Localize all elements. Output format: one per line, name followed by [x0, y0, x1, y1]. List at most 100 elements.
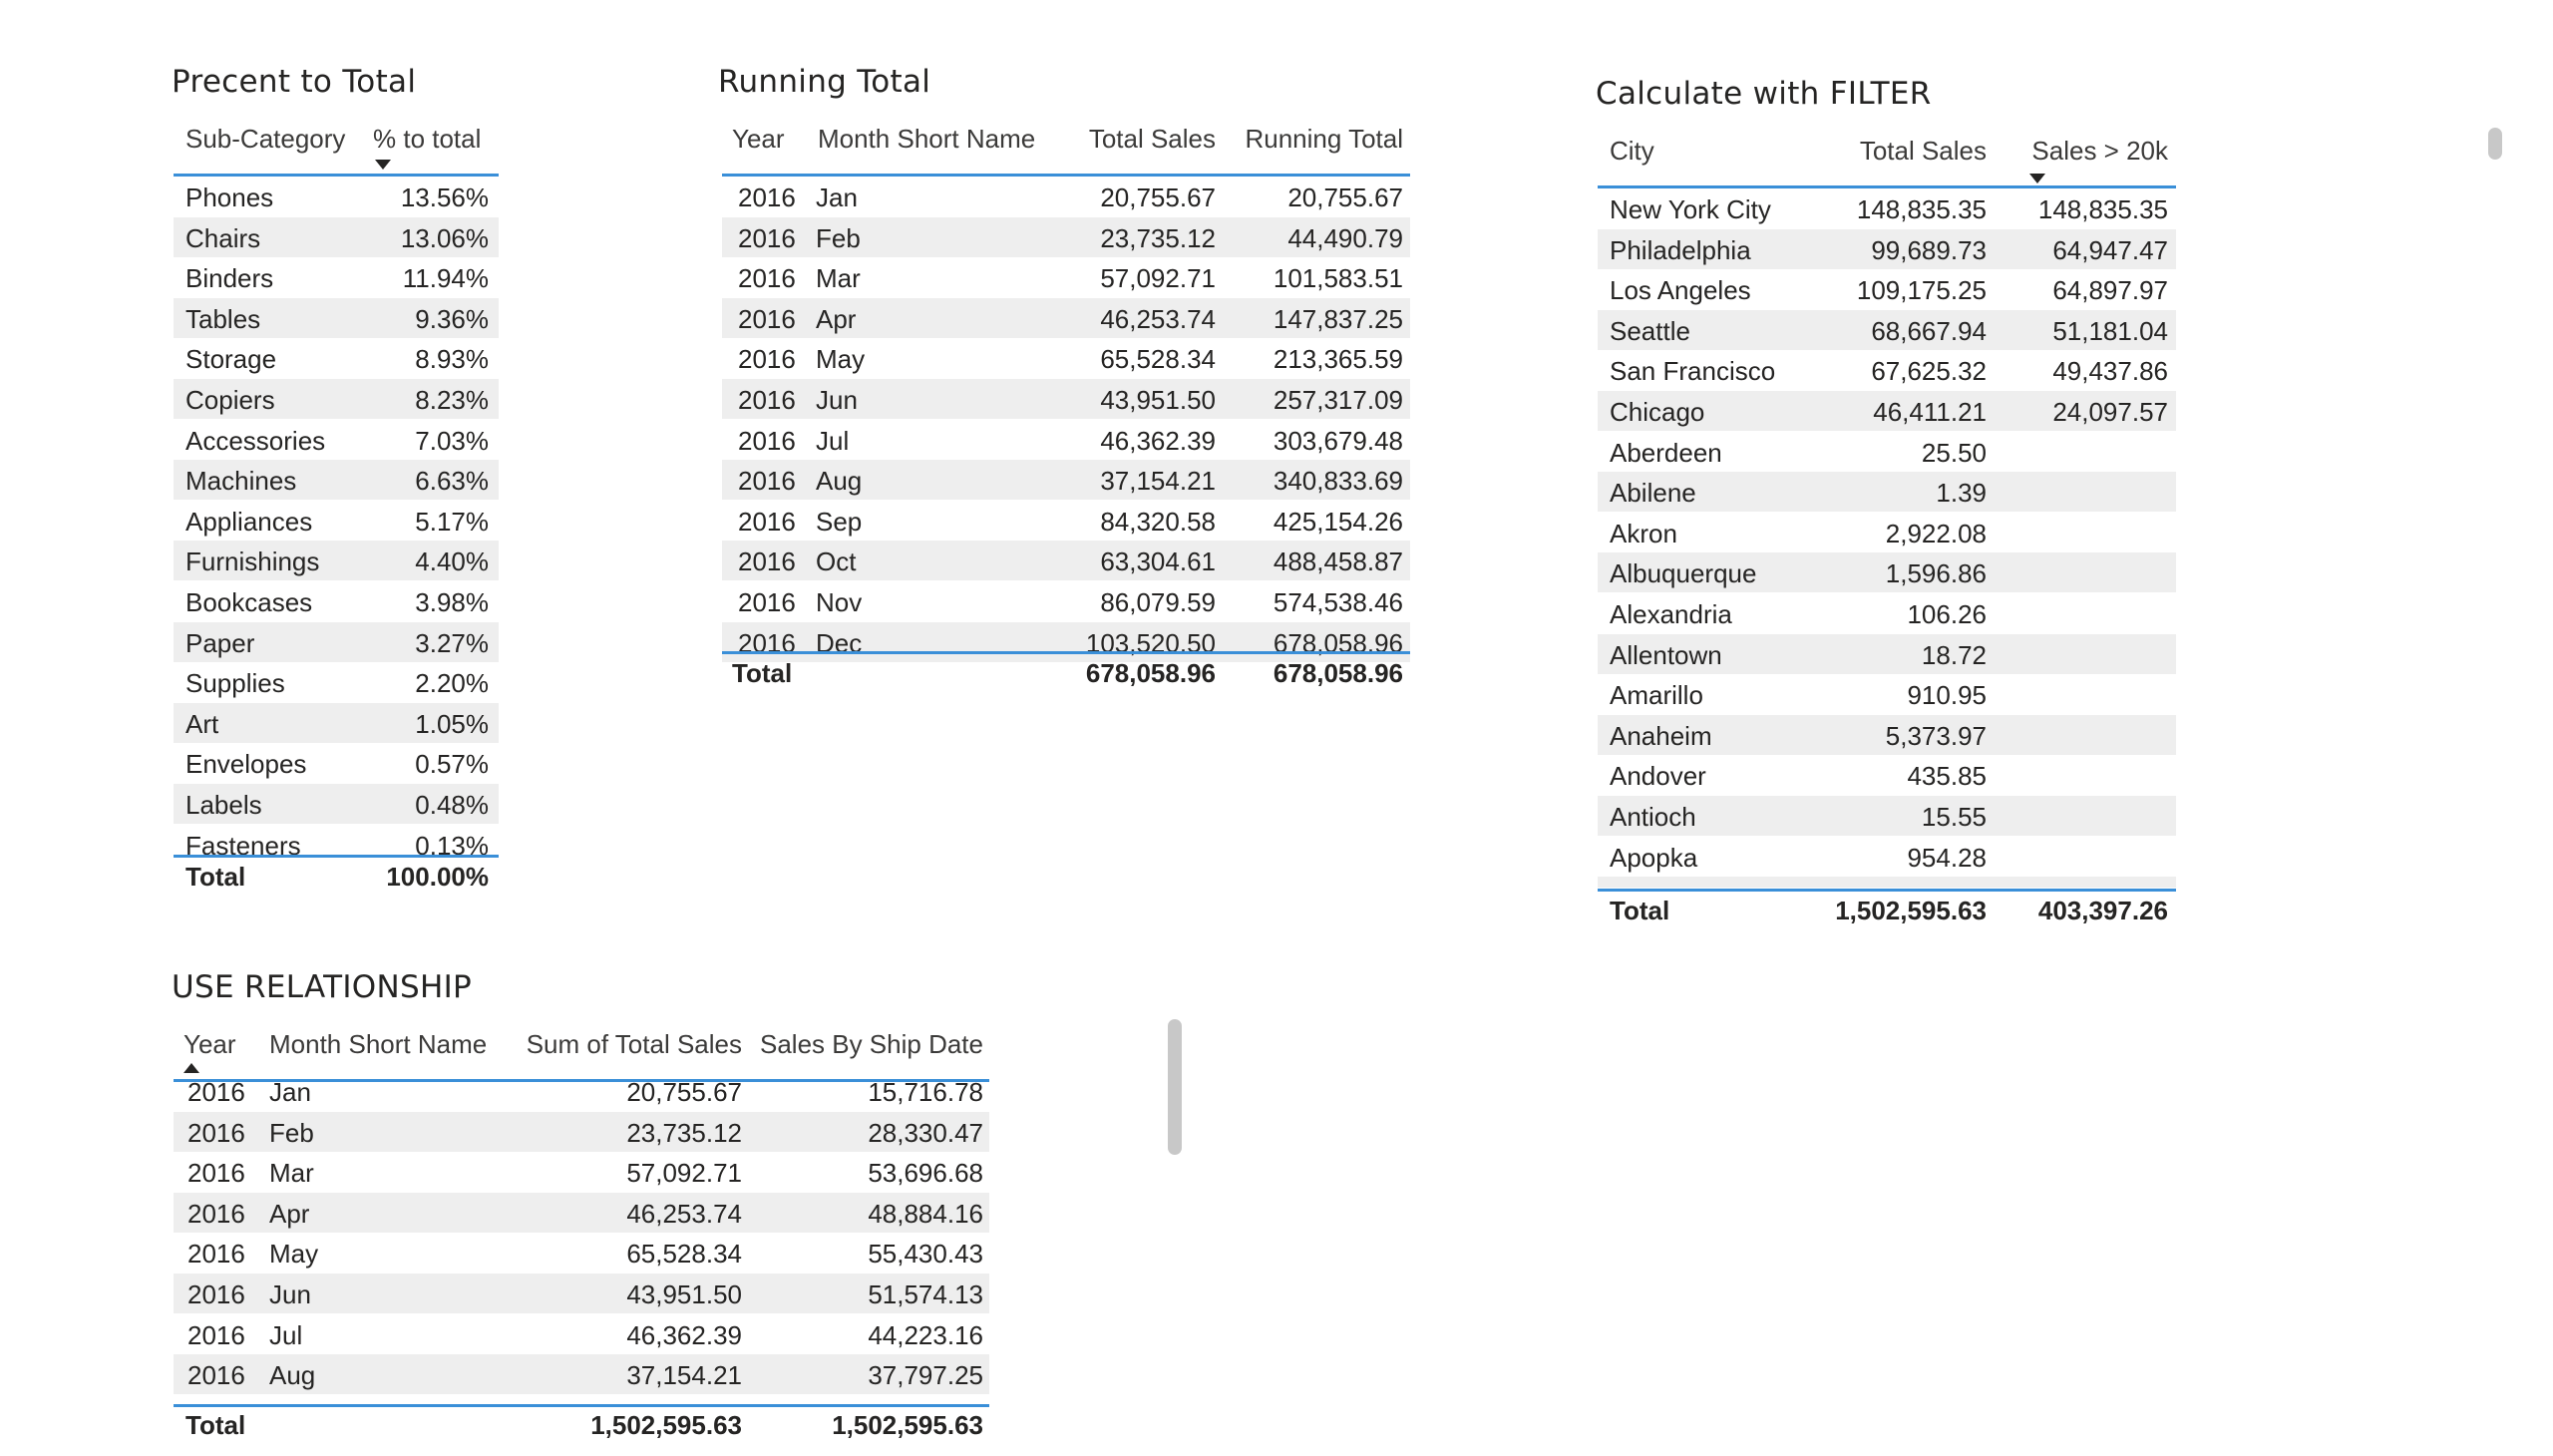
table-row[interactable]: Paper 3.27% — [174, 621, 499, 663]
cell-running-total: 257,317.09 — [1273, 385, 1403, 415]
table-row[interactable]: Chicago 46,411.21 24,097.57 — [1598, 391, 2176, 432]
table-row[interactable]: Allentown 18.72 — [1598, 633, 2176, 675]
sort-ascending-icon[interactable] — [183, 1063, 199, 1073]
table-row[interactable]: 2016 Mar 57,092.71 53,696.68 — [174, 1152, 989, 1194]
table-row[interactable]: New York City 148,835.35 148,835.35 — [1598, 188, 2176, 229]
table-row[interactable]: Los Angeles 109,175.25 64,897.97 — [1598, 269, 2176, 311]
table-row[interactable]: Anaheim 5,373.97 — [1598, 714, 2176, 756]
table-row[interactable]: 2016 Nov 86,079.59 574,538.46 — [722, 581, 1410, 622]
table-row[interactable]: Akron 2,922.08 — [1598, 513, 2176, 553]
table-row[interactable]: Envelopes 0.57% — [174, 743, 499, 785]
cell-month: Jun — [816, 385, 858, 415]
table-row[interactable]: 2016 Aug 37,154.21 37,797.25 — [174, 1354, 989, 1396]
column-header-year[interactable]: Year — [183, 1029, 236, 1059]
table-row[interactable]: San Francisco 67,625.32 49,437.86 — [1598, 350, 2176, 392]
table-row[interactable]: 2016 Feb 23,735.12 28,330.47 — [174, 1111, 989, 1153]
cell-percent: 6.63% — [415, 466, 489, 497]
cell-month: Jan — [816, 182, 858, 212]
table-row[interactable]: 2016 Feb 23,735.12 44,490.79 — [722, 216, 1410, 258]
total-value: 100.00% — [386, 862, 489, 892]
column-header-year[interactable]: Year — [732, 124, 785, 154]
table-row[interactable]: Seattle 68,667.94 51,181.04 — [1598, 309, 2176, 351]
table-row[interactable]: Bookcases 3.98% — [174, 581, 499, 622]
column-header-total-sales[interactable]: Total Sales — [1088, 124, 1216, 154]
table-row[interactable]: 2016 Jan 20,755.67 20,755.67 — [722, 177, 1410, 217]
table-row[interactable]: 2016 Jun 43,951.50 257,317.09 — [722, 379, 1410, 420]
sort-descending-icon[interactable] — [2029, 174, 2045, 183]
table-row[interactable]: 2016 Apr 46,253.74 48,884.16 — [174, 1192, 989, 1234]
column-header-total-sales[interactable]: Total Sales — [1859, 136, 1987, 166]
cell-month: Apr — [816, 303, 857, 334]
cell-total-sales: 1,988.97 — [1817, 883, 1987, 888]
table-row[interactable]: 2016 Apr 46,253.74 147,837.25 — [722, 297, 1410, 339]
cell-total-sales: 57,092.71 — [1100, 263, 1216, 294]
cell-year: 2016 — [738, 182, 796, 212]
table-row[interactable]: Antioch 15.55 — [1598, 796, 2176, 837]
cell-sales-over-20k: 51,181.04 — [2052, 315, 2168, 346]
column-header-running-total[interactable]: Running Total — [1245, 124, 1403, 154]
table-row[interactable]: Apple Valley 1,988.97 — [1598, 877, 2176, 888]
table-row[interactable]: Tables 9.36% — [174, 297, 499, 339]
column-header-sales-over-20k[interactable]: Sales > 20k — [2031, 136, 2168, 166]
table-row[interactable]: Art 1.05% — [174, 702, 499, 744]
table-row[interactable]: 2016 May 65,528.34 55,430.43 — [174, 1233, 989, 1274]
table-row[interactable]: 2016 Aug 37,154.21 340,833.69 — [722, 460, 1410, 502]
table-scroll-region[interactable]: New York City 148,835.35 148,835.35 Philade… — [1598, 188, 2176, 888]
table-row[interactable]: Amarillo 910.95 — [1598, 674, 2176, 716]
table-row[interactable]: 2016 Oct 63,304.61 488,458.87 — [722, 541, 1410, 582]
table-row[interactable]: 2016 Mar 57,092.71 101,583.51 — [722, 257, 1410, 299]
vertical-scrollbar[interactable] — [1168, 1019, 1182, 1155]
cell-total-sales: 46,362.39 — [1100, 425, 1216, 456]
column-header-sub-category[interactable]: Sub-Category — [185, 124, 346, 154]
calculate-filter-visual: Calculate with FILTER City Total Sales S… — [1596, 76, 2513, 943]
cell-total-sales: 2,922.08 — [1885, 518, 1987, 548]
table-row[interactable]: 2016 Jan 20,755.67 15,716.78 — [174, 1071, 989, 1112]
column-header-month-short-name[interactable]: Month Short Name — [269, 1029, 488, 1059]
sort-descending-icon[interactable] — [375, 160, 391, 170]
table-row[interactable]: 2016 Jul 46,362.39 44,223.16 — [174, 1314, 989, 1355]
cell-month: Sep — [816, 506, 863, 537]
column-header-sum-of-total-sales[interactable]: Sum of Total Sales — [526, 1029, 742, 1059]
table-row[interactable]: 2016 Jun 43,951.50 51,574.13 — [174, 1274, 989, 1314]
table-row[interactable]: Furnishings 4.40% — [174, 541, 499, 582]
cell-total-sales: 1.39 — [1936, 478, 1987, 509]
table-row[interactable]: Supplies 2.20% — [174, 662, 499, 704]
table-row[interactable]: 2016 Sep 84,320.58 425,154.26 — [722, 501, 1410, 542]
cell-percent: 9.36% — [415, 303, 489, 334]
cell-total-sales: 43,951.50 — [1100, 385, 1216, 415]
column-header-city[interactable]: City — [1610, 136, 1654, 166]
table-row[interactable]: Chairs 13.06% — [174, 216, 499, 258]
table-row[interactable]: Philadelphia 99,689.73 64,947.47 — [1598, 228, 2176, 270]
column-header-percent-to-total[interactable]: % to total — [373, 124, 482, 154]
table-row[interactable]: Alexandria 106.26 — [1598, 593, 2176, 634]
vertical-scrollbar[interactable] — [2488, 128, 2502, 160]
table-row[interactable]: Binders 11.94% — [174, 257, 499, 299]
table-row[interactable]: Fasteners 0.13% — [174, 825, 499, 866]
table-row[interactable]: Aberdeen 25.50 — [1598, 432, 2176, 473]
table-row[interactable]: Abilene 1.39 — [1598, 472, 2176, 514]
column-header-sales-by-ship-date[interactable]: Sales By Ship Date — [759, 1029, 983, 1059]
table-row[interactable]: Machines 6.63% — [174, 460, 499, 502]
cell-total-sales: 106.26 — [1907, 599, 1987, 629]
table-row[interactable]: Accessories 7.03% — [174, 420, 499, 461]
cell-city: New York City — [1610, 194, 1771, 224]
table-row[interactable]: Phones 13.56% — [174, 177, 499, 217]
table-row[interactable]: Andover 435.85 — [1598, 755, 2176, 797]
cell-month: Apr — [269, 1198, 310, 1229]
table-row[interactable]: Albuquerque 1,596.86 — [1598, 552, 2176, 594]
table-row[interactable]: 2016 Jul 46,362.39 303,679.48 — [722, 420, 1410, 461]
cell-month: Jun — [269, 1279, 311, 1309]
table-row[interactable]: 2016 Dec 103,520.50 678,058.96 — [722, 621, 1410, 663]
cell-sum-total-sales: 20,755.67 — [626, 1077, 742, 1107]
cell-month: Jan — [269, 1077, 311, 1107]
column-header-month-short-name[interactable]: Month Short Name — [818, 124, 1036, 154]
cell-sub-category: Copiers — [185, 385, 275, 415]
table-row[interactable]: Apopka 954.28 — [1598, 837, 2176, 878]
table-row[interactable]: Storage 8.93% — [174, 338, 499, 380]
table-row[interactable]: Appliances 5.17% — [174, 501, 499, 542]
table-row[interactable]: Copiers 8.23% — [174, 379, 499, 420]
cell-sub-category: Appliances — [185, 506, 313, 537]
table-row[interactable]: 2016 May 65,528.34 213,365.59 — [722, 338, 1410, 380]
cell-total-sales: 435.85 — [1907, 761, 1987, 792]
table-row[interactable]: Labels 0.48% — [174, 784, 499, 825]
